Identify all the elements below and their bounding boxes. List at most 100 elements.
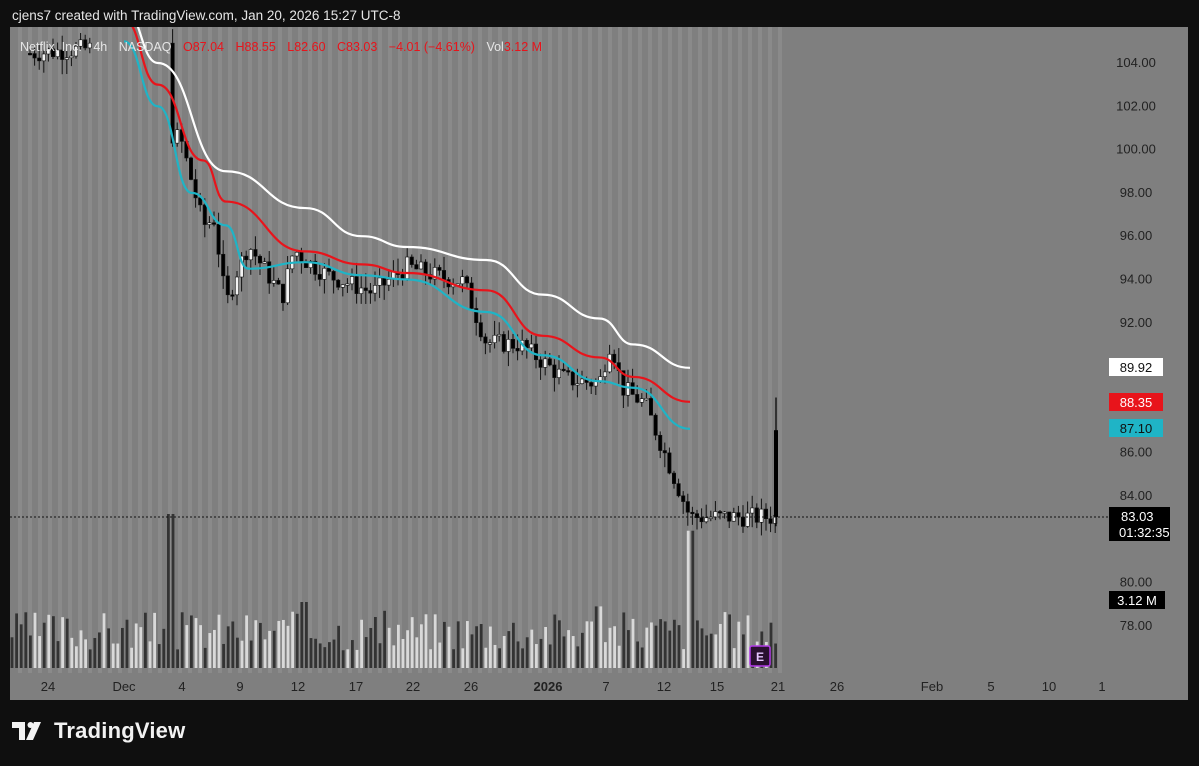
x-tick-label: 1 — [1098, 679, 1105, 694]
candle-body — [244, 255, 249, 261]
x-tick-label: 17 — [349, 679, 363, 694]
session-stripe — [158, 27, 162, 673]
candle-body — [763, 508, 768, 519]
candle-body — [64, 57, 69, 60]
volume-bar — [236, 637, 239, 668]
ma-teal-line — [123, 40, 691, 430]
x-tick-label: 9 — [236, 679, 243, 694]
candle-body — [529, 343, 534, 349]
candle-body — [740, 516, 745, 527]
volume-bar — [328, 642, 331, 668]
session-stripe — [188, 27, 192, 673]
candle-body — [736, 512, 741, 518]
candle-body — [363, 287, 368, 291]
volume-bar — [723, 612, 727, 668]
legend-symbol: Netflix, Inc. — [20, 40, 82, 54]
volume-bar — [245, 615, 248, 668]
candle-body — [216, 224, 221, 255]
session-stripe — [248, 27, 252, 673]
y-tick-label: 96.00 — [1120, 228, 1153, 243]
chart-legend: Netflix, Inc. 4h NASDAQ O87.04 H88.55 L8… — [20, 40, 542, 54]
session-stripe — [408, 27, 412, 673]
session-stripe — [368, 27, 372, 673]
candle-body — [271, 280, 276, 284]
session-stripe — [58, 27, 62, 673]
volume-bar — [24, 612, 28, 668]
volume-bar — [70, 637, 74, 668]
candle-body — [474, 308, 479, 323]
candle-body — [78, 39, 83, 47]
candle-body — [207, 222, 212, 225]
y-tick-label: 92.00 — [1120, 315, 1153, 330]
candle-body — [313, 260, 318, 275]
candle-body — [492, 334, 497, 343]
candle-body — [704, 517, 709, 523]
volume-bar — [769, 622, 773, 668]
candle-body — [543, 358, 548, 368]
candle-body — [37, 57, 42, 62]
candle-body — [635, 394, 640, 403]
candle-body — [175, 129, 180, 144]
volume-bar — [378, 643, 382, 668]
ma-red-line — [131, 27, 691, 403]
session-stripe — [128, 27, 132, 673]
candle-body — [621, 370, 626, 396]
session-stripe — [288, 27, 292, 673]
volume-bar — [194, 618, 198, 668]
volume-bar — [98, 632, 101, 668]
legend-low: 82.60 — [294, 40, 325, 54]
volume-bar — [397, 624, 400, 668]
candle-body — [612, 353, 617, 363]
legend-vol: 3.12 M — [504, 40, 542, 54]
volume-bar — [15, 613, 18, 668]
x-tick-label: 15 — [710, 679, 724, 694]
candle-body — [538, 359, 543, 368]
legend-interval: 4h — [93, 40, 107, 54]
volume-bar — [645, 627, 649, 668]
volume-bar — [401, 638, 405, 668]
last-price: 83.03 — [1121, 509, 1154, 524]
attribution-header: cjens7 created with TradingView.com, Jan… — [12, 8, 401, 23]
volume-bar — [387, 627, 391, 668]
session-stripe — [748, 27, 752, 673]
volume-bar — [111, 643, 115, 668]
session-stripe — [588, 27, 592, 673]
candle-body — [221, 253, 226, 277]
candle-body — [648, 398, 653, 416]
volume-bar — [199, 625, 202, 668]
candle-body — [198, 197, 203, 206]
volume-bar — [79, 630, 83, 668]
volume-bar — [171, 514, 175, 668]
price-chart[interactable]: 104.00 102.00 100.00 98.00 96.00 94.00 92.00 86… — [10, 27, 1188, 700]
volume-bar — [608, 627, 612, 668]
volume-bar — [443, 621, 446, 668]
candle-body — [294, 251, 299, 257]
session-stripe — [618, 27, 622, 673]
session-stripe — [708, 27, 712, 673]
volume-bar — [291, 611, 294, 668]
candle-body — [340, 284, 345, 288]
volume-bar — [774, 643, 777, 668]
volume-bar — [332, 639, 336, 668]
volume-bar — [663, 621, 667, 668]
earnings-marker[interactable] — [749, 645, 771, 667]
candle-body — [280, 283, 285, 304]
volume-bar — [742, 634, 745, 668]
volume-bar — [231, 621, 235, 668]
session-stripe — [758, 27, 762, 673]
session-stripe — [78, 27, 82, 673]
volume-bar — [33, 612, 37, 668]
volume-bar — [576, 646, 580, 668]
session-stripe — [698, 27, 702, 673]
volume-bar — [249, 640, 253, 668]
volume-bar — [659, 619, 662, 668]
candle-body — [510, 339, 515, 349]
volume-bar — [102, 613, 106, 668]
volume-bar — [75, 646, 78, 668]
session-stripe — [98, 27, 102, 673]
legend-low-label: L — [287, 40, 294, 54]
volume-bar — [116, 643, 120, 668]
candle-body — [405, 256, 410, 279]
volume-bar — [341, 650, 345, 668]
volume-bar — [355, 649, 359, 668]
